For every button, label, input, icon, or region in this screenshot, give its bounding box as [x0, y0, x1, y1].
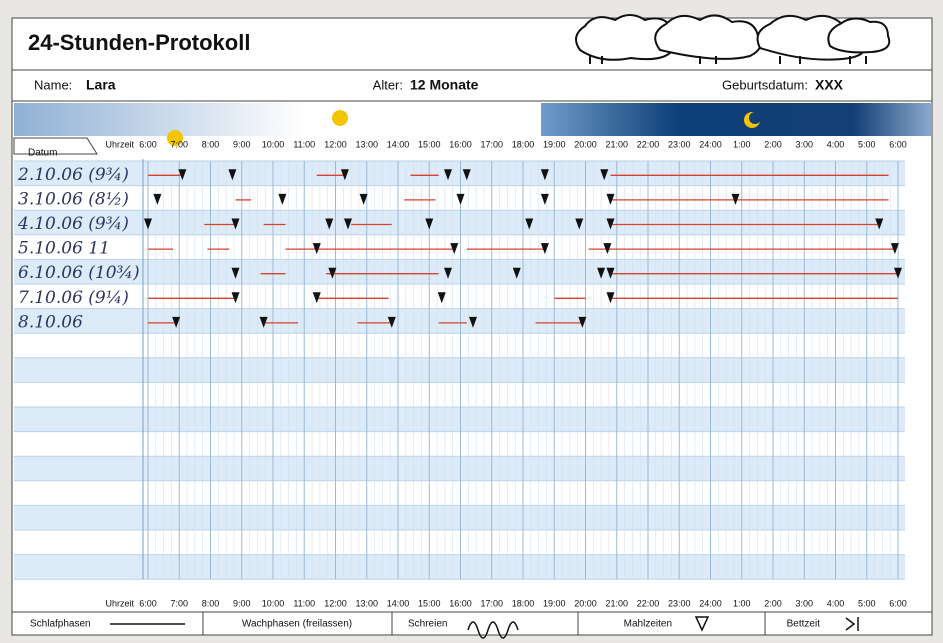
night-band: [541, 103, 931, 136]
title: 24-Stunden-Protokoll: [28, 30, 250, 55]
time-tick-label: 3:00: [795, 598, 813, 608]
date-entry: 7.10.06 (9¼): [18, 288, 129, 308]
time-tick-label: 16:00: [449, 139, 472, 149]
age-value: 12 Monate: [410, 77, 479, 93]
time-label: Uhrzeit: [105, 598, 134, 608]
time-tick-label: 18:00: [512, 598, 535, 608]
time-tick-label: 5:00: [858, 139, 876, 149]
time-tick-label: 12:00: [324, 598, 347, 608]
time-tick-label: 2:00: [764, 598, 782, 608]
time-tick-label: 7:00: [170, 139, 188, 149]
time-tick-label: 18:00: [512, 139, 535, 149]
time-tick-label: 22:00: [637, 598, 660, 608]
time-tick-label: 2:00: [764, 139, 782, 149]
time-tick-label: 5:00: [858, 598, 876, 608]
time-tick-label: 15:00: [418, 598, 441, 608]
day-band: [14, 103, 541, 136]
date-entry: 6.10.06 (10¾): [18, 263, 140, 283]
time-tick-label: 9:00: [233, 139, 251, 149]
time-tick-label: 20:00: [574, 139, 597, 149]
time-grid: Uhrzeit Uhrzeit 6:00 6:00 7:00 7:00 8:00 8:00 9:…: [14, 139, 907, 608]
time-tick-label: 17:00: [480, 139, 503, 149]
time-label: Uhrzeit: [105, 139, 134, 149]
legend-cry: Schreien: [408, 619, 447, 630]
time-tick-label: 8:00: [202, 598, 220, 608]
time-tick-label: 21:00: [605, 598, 628, 608]
time-tick-label: 15:00: [418, 139, 441, 149]
date-entry: 5.10.06 11: [18, 239, 110, 259]
time-tick-label: 19:00: [543, 139, 566, 149]
time-tick-label: 8:00: [202, 139, 220, 149]
time-tick-label: 24:00: [699, 139, 722, 149]
time-tick-label: 13:00: [355, 139, 378, 149]
date-entry: 4.10.06 (9¾): [17, 214, 129, 234]
time-tick-label: 22:00: [637, 139, 660, 149]
moon-icon: [749, 112, 761, 124]
time-tick-label: 16:00: [449, 598, 472, 608]
sheep-illustration: [576, 15, 889, 64]
date-entry: 8.10.06: [18, 312, 83, 332]
sun-icon: [332, 110, 348, 126]
time-tick-label: 13:00: [355, 598, 378, 608]
time-tick-label: 24:00: [699, 598, 722, 608]
time-tick-label: 10:00: [262, 598, 285, 608]
time-tick-label: 4:00: [827, 598, 845, 608]
name-value: Lara: [86, 77, 116, 93]
birth-label: Geburtsdatum:: [722, 77, 808, 92]
legend-sleep: Schlafphasen: [30, 619, 91, 630]
time-tick-label: 23:00: [668, 139, 691, 149]
time-tick-label: 3:00: [795, 139, 813, 149]
time-tick-label: 1:00: [733, 598, 751, 608]
date-header: Datum: [28, 148, 57, 159]
legend-meal: Mahlzeiten: [624, 619, 672, 630]
page: Datum 24-Stunden-Protokoll Name: Lara Al…: [0, 0, 943, 643]
age-label: Alter:: [373, 77, 403, 92]
time-tick-label: 7:00: [170, 598, 188, 608]
time-tick-label: 14:00: [387, 598, 410, 608]
time-tick-label: 17:00: [480, 598, 503, 608]
time-tick-label: 20:00: [574, 598, 597, 608]
protocol-sheet: Datum 24-Stunden-Protokoll Name: Lara Al…: [0, 0, 943, 643]
time-tick-label: 6:00: [139, 598, 157, 608]
legend-bed: Bettzeit: [787, 619, 821, 630]
legend-awake: Wachphasen (freilassen): [242, 619, 352, 630]
time-tick-label: 19:00: [543, 598, 566, 608]
time-tick-label: 4:00: [827, 139, 845, 149]
time-tick-label: 23:00: [668, 598, 691, 608]
time-tick-label: 6:00: [889, 139, 907, 149]
time-tick-label: 9:00: [233, 598, 251, 608]
date-entry: 2.10.06 (9¾): [17, 165, 129, 185]
time-tick-label: 6:00: [139, 139, 157, 149]
time-tick-label: 10:00: [262, 139, 285, 149]
time-tick-label: 21:00: [605, 139, 628, 149]
time-tick-label: 1:00: [733, 139, 751, 149]
birth-value: XXX: [815, 77, 844, 93]
date-entry: 3.10.06 (8½): [18, 189, 129, 209]
time-tick-label: 12:00: [324, 139, 347, 149]
time-tick-label: 14:00: [387, 139, 410, 149]
name-label: Name:: [34, 77, 72, 92]
time-tick-label: 11:00: [293, 139, 315, 149]
time-tick-label: 6:00: [889, 598, 907, 608]
time-tick-label: 11:00: [293, 598, 315, 608]
